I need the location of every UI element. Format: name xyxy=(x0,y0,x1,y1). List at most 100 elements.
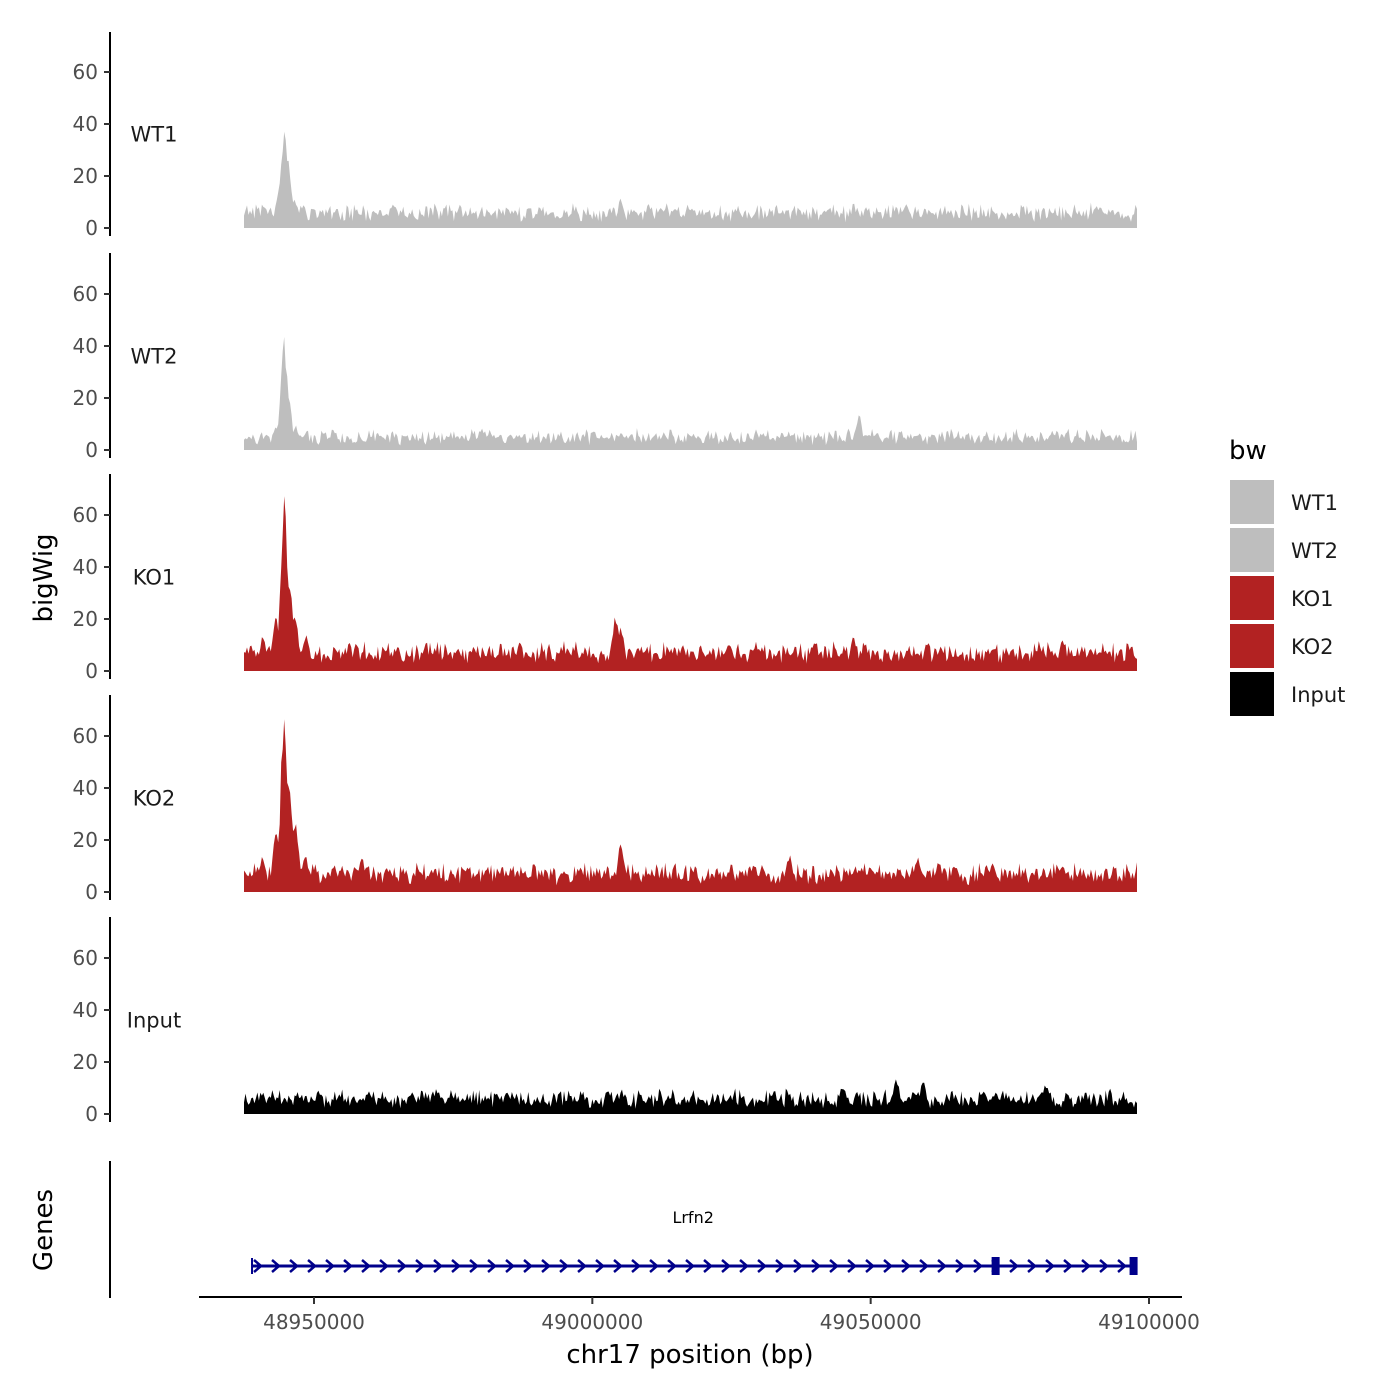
x-tick-label: 49050000 xyxy=(820,1310,922,1334)
track-label: WT1 xyxy=(131,122,178,146)
strand-arrow xyxy=(883,1259,893,1273)
strand-arrow xyxy=(487,1259,497,1273)
legend-label: WT1 xyxy=(1291,491,1338,515)
strand-arrow xyxy=(739,1259,749,1273)
legend-swatch xyxy=(1230,528,1274,572)
strand-arrow xyxy=(325,1259,335,1273)
strand-arrow xyxy=(901,1259,911,1273)
y-tick-label: 40 xyxy=(73,334,98,358)
strand-arrow xyxy=(757,1259,767,1273)
y-tick-label: 60 xyxy=(73,946,98,970)
gene-track-title: Genes xyxy=(29,1189,59,1271)
strand-arrow xyxy=(559,1259,569,1273)
y-tick-label: 20 xyxy=(73,386,98,410)
gene-exon xyxy=(991,1257,1000,1275)
signal-area-ko1 xyxy=(244,496,1137,671)
strand-arrow xyxy=(703,1259,713,1273)
strand-arrow xyxy=(811,1259,821,1273)
strand-arrow xyxy=(469,1259,479,1273)
signal-area-input xyxy=(244,1079,1137,1114)
strand-arrow xyxy=(613,1259,623,1273)
track-wt2: 0 20 40 60 WT2 xyxy=(73,253,1137,462)
x-axis-title: chr17 position (bp) xyxy=(566,1340,813,1370)
gene-name-label: Lrfn2 xyxy=(672,1208,713,1227)
strand-arrow xyxy=(955,1259,965,1273)
strand-arrow xyxy=(595,1259,605,1273)
strand-arrow xyxy=(577,1259,587,1273)
strand-arrow xyxy=(289,1259,299,1273)
y-tick-label: 0 xyxy=(85,1102,98,1126)
strand-arrow xyxy=(1081,1259,1091,1273)
legend-swatch xyxy=(1230,576,1274,620)
y-tick-label: 60 xyxy=(73,503,98,527)
strand-arrow xyxy=(271,1259,281,1273)
y-tick-label: 0 xyxy=(85,438,98,462)
y-tick-label: 20 xyxy=(73,1050,98,1074)
strand-arrow xyxy=(433,1259,443,1273)
strand-arrow xyxy=(415,1259,425,1273)
x-axis: 48950000 49000000 49050000 49100000 xyxy=(199,1296,1200,1334)
y-tick-label: 40 xyxy=(73,555,98,579)
strand-arrow xyxy=(451,1259,461,1273)
track-input: 0 20 40 60 Input xyxy=(73,917,1137,1126)
strand-arrow xyxy=(1063,1259,1073,1273)
strand-arrow xyxy=(721,1259,731,1273)
legend: bw WT1 WT2 KO1 KO2 Input xyxy=(1229,436,1345,716)
x-tick-label: 49000000 xyxy=(541,1310,643,1334)
legend-swatch xyxy=(1230,672,1274,716)
strand-arrow xyxy=(1027,1259,1037,1273)
strand-arrow xyxy=(523,1259,533,1273)
signal-area-wt1 xyxy=(244,131,1137,228)
strand-arrow xyxy=(253,1259,263,1273)
y-tick-label: 60 xyxy=(73,282,98,306)
track-label: Input xyxy=(127,1008,181,1032)
legend-label: WT2 xyxy=(1291,539,1338,563)
y-tick-label: 60 xyxy=(73,724,98,748)
strand-arrow xyxy=(847,1259,857,1273)
track-ko1: 0 20 40 60 KO1 xyxy=(73,474,1137,683)
y-tick-label: 20 xyxy=(73,828,98,852)
y-tick-label: 0 xyxy=(85,216,98,240)
legend-title: bw xyxy=(1229,436,1267,466)
strand-arrow xyxy=(541,1259,551,1273)
strand-arrow xyxy=(307,1259,317,1273)
y-axis-title: bigWig xyxy=(29,533,59,622)
track-wt1: 0 20 40 60 WT1 xyxy=(73,32,1137,240)
gene-exon xyxy=(1129,1257,1138,1275)
y-tick-label: 20 xyxy=(73,164,98,188)
strand-arrow xyxy=(667,1259,677,1273)
strand-arrow xyxy=(1009,1259,1019,1273)
legend-label: KO2 xyxy=(1291,635,1334,659)
strand-arrow xyxy=(775,1259,785,1273)
legend-swatch xyxy=(1230,624,1274,668)
track-label: KO2 xyxy=(133,786,176,810)
track-label: WT2 xyxy=(131,344,178,368)
signal-area-ko2 xyxy=(244,719,1137,892)
strand-arrow xyxy=(1117,1259,1127,1273)
gene-track: Lrfn2 xyxy=(109,1161,1138,1298)
signal-area-wt2 xyxy=(244,336,1137,450)
strand-arrow xyxy=(829,1259,839,1273)
legend-swatch xyxy=(1230,480,1274,524)
strand-arrow xyxy=(379,1259,389,1273)
strand-arrow xyxy=(793,1259,803,1273)
strand-arrow xyxy=(631,1259,641,1273)
strand-arrow xyxy=(361,1259,371,1273)
y-tick-label: 40 xyxy=(73,998,98,1022)
legend-label: KO1 xyxy=(1291,587,1334,611)
legend-label: Input xyxy=(1291,683,1345,707)
x-tick-label: 49100000 xyxy=(1098,1310,1200,1334)
y-tick-label: 40 xyxy=(73,776,98,800)
strand-arrow xyxy=(505,1259,515,1273)
strand-arrow xyxy=(397,1259,407,1273)
y-tick-label: 0 xyxy=(85,880,98,904)
x-tick-label: 48950000 xyxy=(263,1310,365,1334)
track-label: KO1 xyxy=(133,565,176,589)
strand-arrow xyxy=(865,1259,875,1273)
y-tick-label: 40 xyxy=(73,112,98,136)
strand-arrow xyxy=(973,1259,983,1273)
strand-arrow xyxy=(1099,1259,1109,1273)
y-tick-label: 60 xyxy=(73,60,98,84)
strand-arrow xyxy=(1045,1259,1055,1273)
